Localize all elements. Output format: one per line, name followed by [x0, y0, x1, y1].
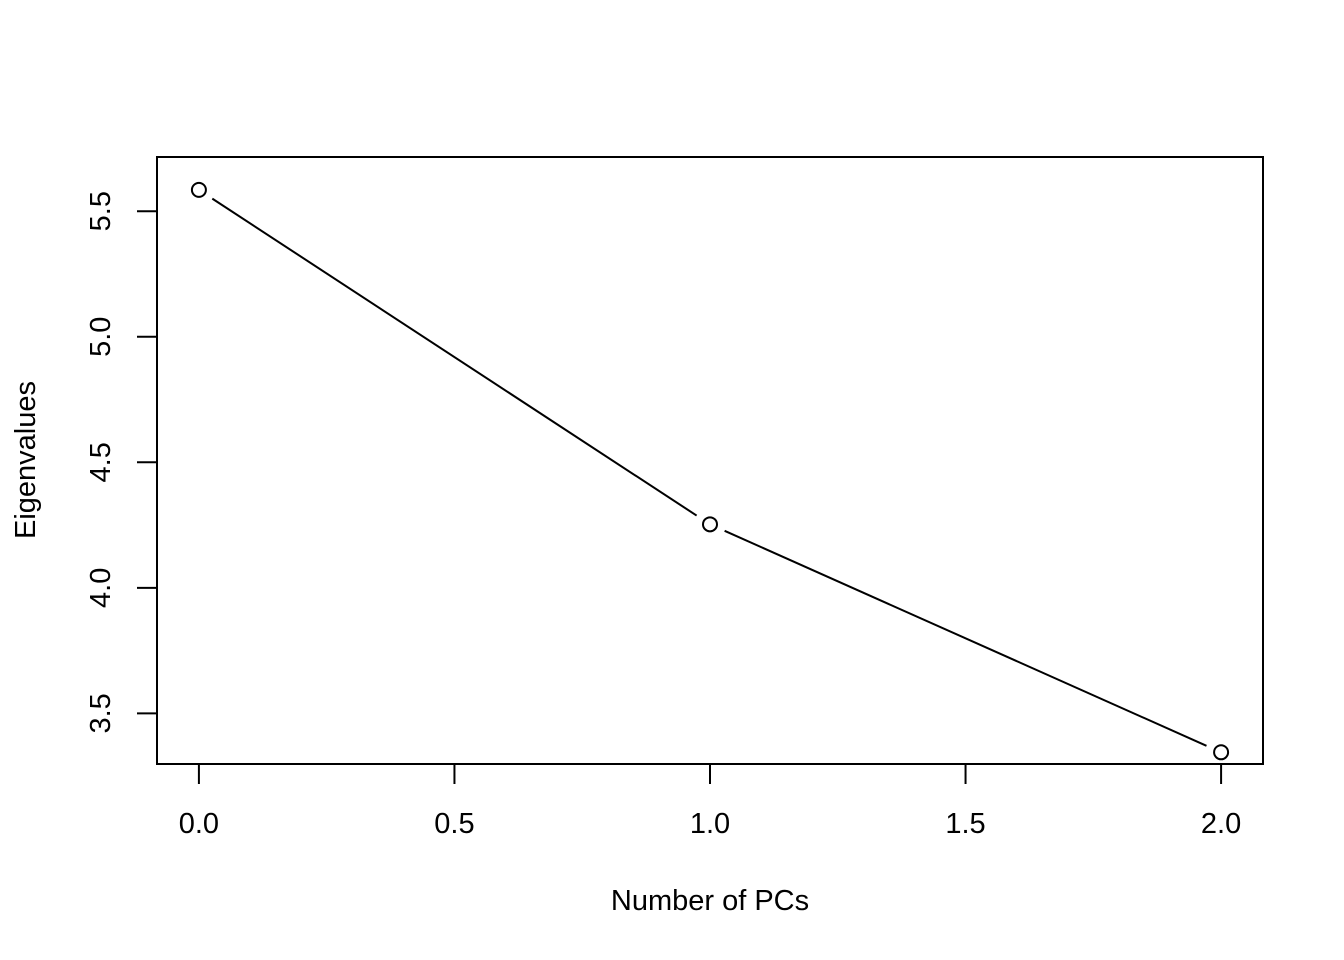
y-tick-label: 3.5 — [85, 693, 117, 733]
x-tick-label: 0.5 — [434, 808, 474, 840]
y-tick-label: 5.5 — [85, 191, 117, 231]
y-axis-label: Eigenvalues — [10, 381, 42, 539]
series-group — [190, 181, 1230, 761]
data-point — [702, 516, 718, 533]
x-tick-label: 1.5 — [945, 808, 985, 840]
y-tick-label: 5.0 — [85, 317, 117, 357]
data-point — [190, 181, 207, 198]
y-axis: 3.5 4.0 4.5 5.0 5.5 — [85, 191, 158, 734]
x-axis-label: Number of PCs — [611, 885, 809, 917]
y-tick-label: 4.0 — [85, 568, 117, 608]
x-tick-label: 0.0 — [179, 808, 219, 840]
y-tick-label: 4.5 — [85, 442, 117, 482]
x-axis: 0.0 0.5 1.0 1.5 2.0 — [179, 763, 1241, 840]
series-line-segment — [724, 529, 1207, 747]
series-line-segment — [211, 197, 698, 517]
data-point — [1213, 744, 1230, 761]
x-tick-label: 1.0 — [690, 808, 730, 840]
x-tick-label: 2.0 — [1201, 808, 1241, 840]
